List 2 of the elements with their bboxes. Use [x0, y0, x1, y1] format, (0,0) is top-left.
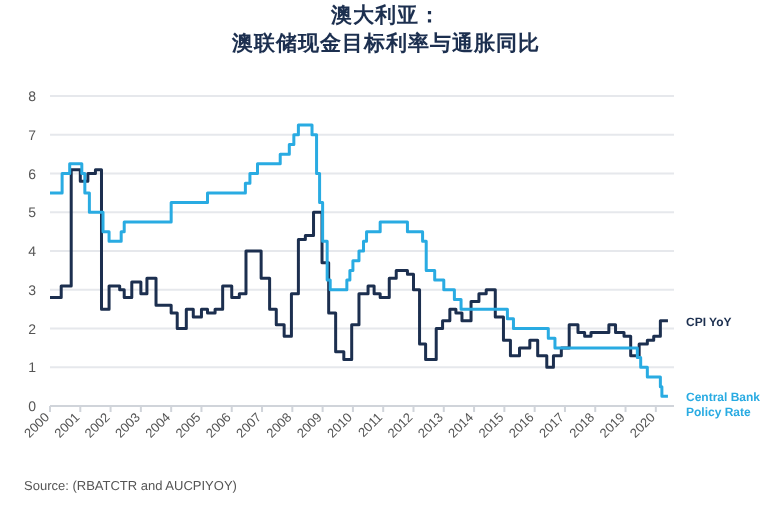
chart-title: 澳大利亚：	[329, 2, 441, 28]
chart-subtitle: 澳联储现金目标利率与通胀同比	[230, 30, 540, 56]
